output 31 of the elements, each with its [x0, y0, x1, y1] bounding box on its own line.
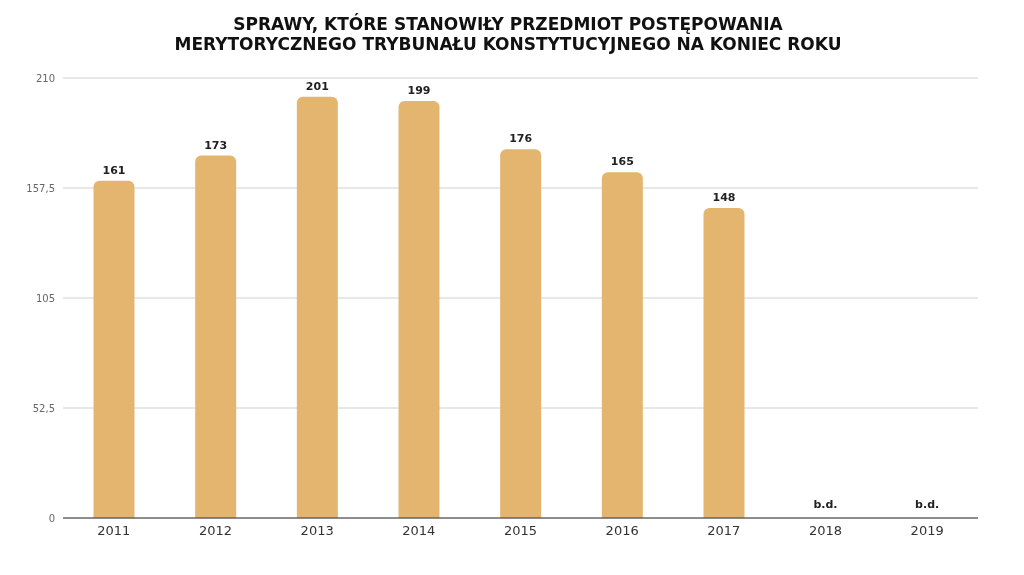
y-tick-label: 157,5 [26, 182, 55, 194]
x-tick-label: 2019 [910, 523, 944, 539]
x-tick-label: 2018 [808, 523, 843, 539]
bar [703, 207, 745, 518]
data-label: 201 [305, 79, 329, 93]
bar [398, 101, 440, 518]
x-tick-label: 2015 [503, 523, 538, 539]
chart-title: SPRAWY, KTÓRE STANOWIŁY PRZEDMIOT POSTĘPOWANIA MERYTORYCZNEGO TRYBUNAŁU KONSTYTUCYJNEGO NA KONIEC ROKU [173, 12, 843, 56]
text: b.d. [813, 498, 838, 511]
y-tick-label: 0 [48, 512, 55, 524]
data-label: 148 [712, 190, 736, 204]
y-tick-label: 210 [35, 72, 55, 84]
data-label: 165 [610, 155, 634, 169]
x-tick-label: 2013 [300, 523, 334, 539]
data-label: 161 [102, 163, 126, 177]
y-tick-label: 52,5 [32, 402, 55, 414]
bar [601, 172, 643, 518]
data-label: 199 [407, 84, 431, 98]
x-tick-label: 2016 [605, 523, 639, 539]
bar [93, 180, 135, 518]
x-tick-label: 2012 [198, 523, 233, 539]
bar [195, 155, 237, 518]
text: b.d. [915, 498, 940, 511]
data-label: 176 [509, 132, 533, 146]
x-tick-label: 2014 [402, 523, 436, 539]
data-label: 173 [204, 138, 228, 152]
bar [500, 149, 542, 518]
bar [296, 96, 338, 518]
x-tick-label: 2011 [97, 523, 131, 539]
y-tick-label: 105 [35, 292, 55, 304]
x-tick-label: 2017 [707, 523, 741, 539]
